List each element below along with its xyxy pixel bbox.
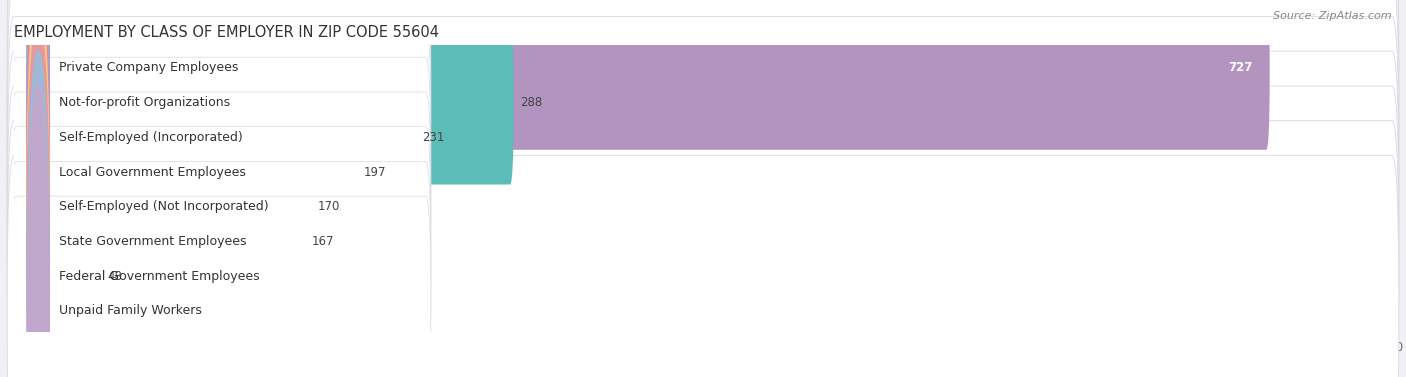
Circle shape: [27, 0, 49, 377]
Text: Private Company Employees: Private Company Employees: [59, 61, 238, 74]
FancyBboxPatch shape: [11, 127, 430, 356]
FancyBboxPatch shape: [7, 121, 1399, 377]
FancyBboxPatch shape: [11, 0, 430, 182]
FancyBboxPatch shape: [11, 0, 430, 218]
FancyBboxPatch shape: [7, 0, 1399, 258]
Text: Local Government Employees: Local Government Employees: [59, 166, 246, 178]
Circle shape: [27, 51, 49, 377]
FancyBboxPatch shape: [11, 159, 305, 323]
Circle shape: [27, 0, 49, 294]
FancyBboxPatch shape: [11, 23, 430, 252]
FancyBboxPatch shape: [11, 55, 415, 219]
Text: Source: ZipAtlas.com: Source: ZipAtlas.com: [1274, 11, 1392, 21]
FancyBboxPatch shape: [7, 17, 1399, 328]
FancyBboxPatch shape: [11, 229, 24, 377]
FancyBboxPatch shape: [7, 0, 1399, 293]
Text: 197: 197: [364, 166, 387, 178]
Text: 231: 231: [422, 131, 444, 144]
Circle shape: [27, 0, 49, 328]
FancyBboxPatch shape: [11, 0, 1270, 150]
FancyBboxPatch shape: [11, 21, 513, 184]
FancyBboxPatch shape: [11, 57, 430, 287]
Text: Unpaid Family Workers: Unpaid Family Workers: [59, 304, 201, 317]
Circle shape: [27, 0, 49, 377]
FancyBboxPatch shape: [7, 155, 1399, 377]
FancyBboxPatch shape: [7, 86, 1399, 377]
Text: State Government Employees: State Government Employees: [59, 235, 246, 248]
FancyBboxPatch shape: [11, 196, 430, 377]
Text: 167: 167: [312, 235, 335, 248]
Text: EMPLOYMENT BY CLASS OF EMPLOYER IN ZIP CODE 55604: EMPLOYMENT BY CLASS OF EMPLOYER IN ZIP C…: [14, 25, 439, 40]
FancyBboxPatch shape: [11, 194, 100, 358]
FancyBboxPatch shape: [7, 51, 1399, 362]
Text: 4: 4: [31, 304, 39, 317]
FancyBboxPatch shape: [11, 161, 430, 377]
Text: 288: 288: [520, 96, 543, 109]
Circle shape: [27, 16, 49, 377]
Text: Not-for-profit Organizations: Not-for-profit Organizations: [59, 96, 231, 109]
FancyBboxPatch shape: [11, 90, 357, 254]
Circle shape: [27, 0, 49, 363]
Circle shape: [27, 85, 49, 377]
FancyBboxPatch shape: [11, 92, 430, 322]
Text: Self-Employed (Not Incorporated): Self-Employed (Not Incorporated): [59, 200, 269, 213]
Text: 727: 727: [1227, 61, 1253, 74]
Text: 48: 48: [107, 270, 122, 283]
FancyBboxPatch shape: [7, 0, 1399, 224]
Text: Federal Government Employees: Federal Government Employees: [59, 270, 260, 283]
FancyBboxPatch shape: [11, 125, 311, 289]
Text: Self-Employed (Incorporated): Self-Employed (Incorporated): [59, 131, 243, 144]
Text: 170: 170: [318, 200, 340, 213]
